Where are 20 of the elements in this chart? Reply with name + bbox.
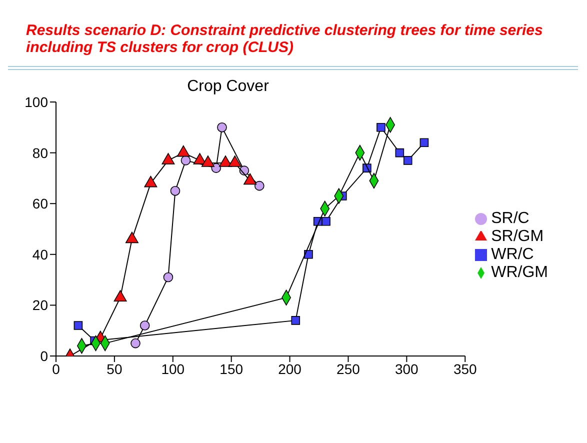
y-tick-label: 0 <box>40 348 48 364</box>
y-tick-label: 80 <box>32 144 48 161</box>
x-tick-label: 200 <box>278 360 302 377</box>
x-tick-label: 300 <box>395 360 419 377</box>
y-tick-label: 60 <box>32 196 48 212</box>
x-tick-label: 0 <box>52 360 60 377</box>
y-tick-label: 20 <box>32 297 48 314</box>
chart-title: Results scenario D: Constraint predictive clustering trees for time series including TS clusters for crop (CLUS) <box>8 8 578 70</box>
legend-label: WR/C <box>491 246 534 263</box>
x-tick-label: 50 <box>106 360 122 377</box>
x-tick-label: 100 <box>161 360 185 377</box>
chart-subtitle: Crop Cover <box>187 78 269 95</box>
legend-label: SR/C <box>491 210 530 227</box>
y-tick-label: 100 <box>24 94 48 110</box>
legend-label: WR/GM <box>491 264 548 281</box>
x-tick-label: 250 <box>336 360 360 377</box>
legend-label: SR/GM <box>491 228 544 245</box>
y-tick-label: 40 <box>32 246 48 262</box>
x-tick-label: 150 <box>220 360 244 377</box>
x-tick-label: 350 <box>453 360 478 377</box>
